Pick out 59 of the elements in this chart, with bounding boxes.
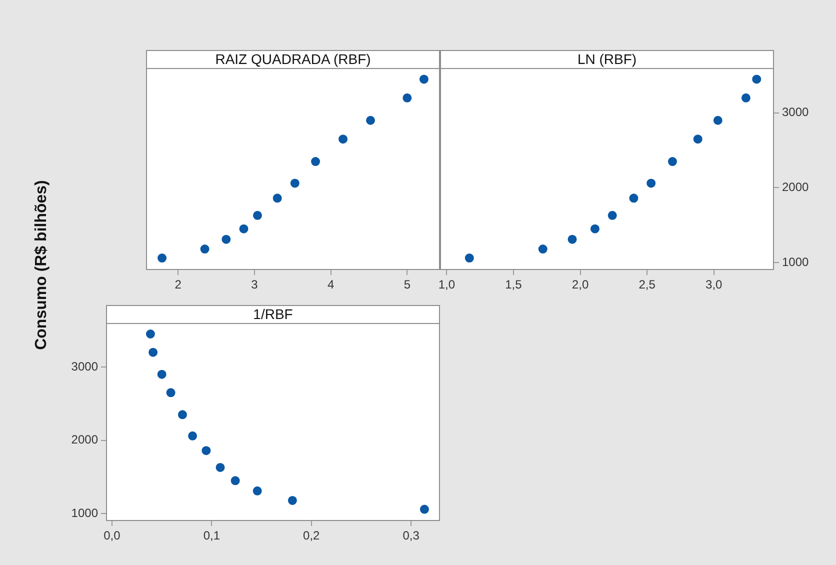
point [222, 234, 231, 244]
point [166, 388, 176, 398]
x-tick-label: 0,0 [104, 528, 121, 543]
x-tick-label: 0,3 [402, 528, 420, 543]
y-tick-label: 1000 [71, 506, 98, 520]
x-tick-label: 3 [251, 278, 258, 292]
point [239, 224, 248, 234]
chart-title: 1/RBF [253, 306, 293, 322]
point [311, 157, 320, 166]
point [713, 116, 722, 125]
y2-tick-label: 1000 [782, 254, 810, 269]
point [464, 254, 474, 263]
point [538, 244, 548, 254]
point [188, 431, 198, 440]
point [338, 134, 348, 144]
x-tick-label: 0,2 [303, 528, 320, 543]
point [419, 74, 428, 84]
y2-tick-label: 2000 [782, 180, 810, 194]
point [148, 348, 158, 357]
chart-title: RAIZ QUADRADA (RBF) [215, 50, 371, 67]
point [741, 93, 750, 102]
x-tick-label: 1,0 [438, 278, 456, 292]
point [178, 410, 187, 420]
point [646, 178, 656, 188]
point [157, 370, 166, 379]
point [216, 462, 225, 472]
point [752, 74, 762, 84]
point [568, 234, 577, 244]
x-tick-label: 0,1 [203, 528, 220, 543]
chart-title: LN (RBF) [577, 50, 637, 67]
x-tick-label: 2,0 [572, 278, 589, 292]
x-tick-label: 2,5 [638, 278, 656, 292]
point [668, 157, 677, 166]
x-tick-label: 5 [404, 278, 411, 292]
point [290, 178, 300, 188]
point [158, 254, 167, 263]
point [693, 134, 702, 144]
x-tick-label: 4 [327, 278, 334, 292]
y2-tick-label: 3000 [782, 105, 810, 120]
point [272, 194, 282, 203]
y-tick-label: 2000 [71, 432, 98, 447]
point [230, 476, 240, 486]
point [202, 446, 211, 456]
point [420, 504, 429, 514]
point [629, 194, 638, 203]
point [200, 244, 210, 254]
point [608, 210, 617, 220]
y-axis-title: Consumo (R$ bilhões) [33, 180, 51, 350]
x-tick-label: 2 [174, 278, 182, 292]
point [252, 486, 262, 496]
x-tick-label: 3,0 [706, 278, 723, 292]
point [288, 496, 297, 505]
point [146, 330, 155, 338]
y-tick-label: 3000 [71, 359, 98, 374]
point [252, 210, 262, 220]
x-tick-label: 1,5 [505, 278, 522, 292]
point [366, 116, 376, 125]
point [402, 93, 412, 102]
point [590, 224, 600, 234]
